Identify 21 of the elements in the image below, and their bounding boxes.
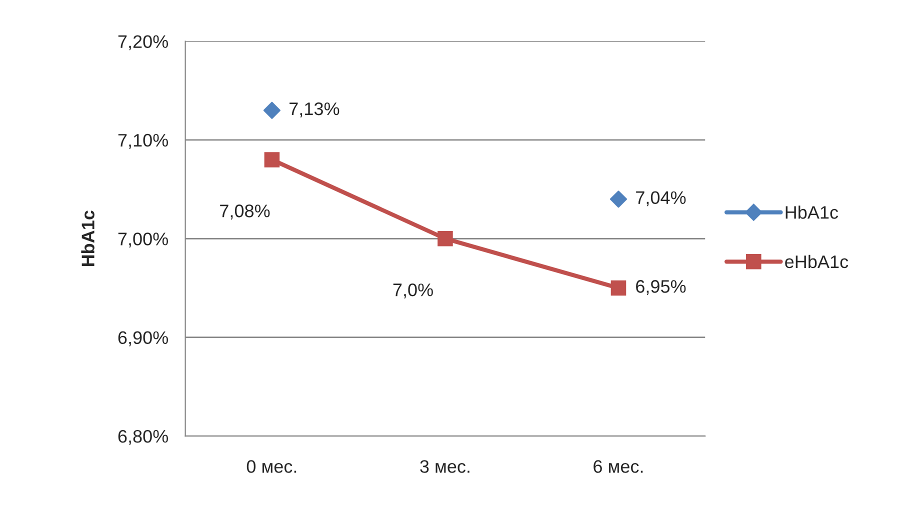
data-label: 7,13% [290, 102, 340, 118]
data-label: 7,0% [393, 283, 433, 298]
y-tick-label: 7,20% [118, 35, 168, 50]
data-label: 7,08% [220, 204, 270, 220]
y-tick-label: 6,80% [118, 430, 168, 445]
y-tick-label: 6,90% [118, 331, 168, 346]
point [263, 102, 281, 119]
y-tick-label: 7,10% [118, 134, 168, 149]
y-tick-label: 7,00% [118, 232, 168, 248]
x-tick-label: 0 мес. [246, 460, 296, 473]
x-tick-label: 3 мес. [420, 460, 470, 473]
point [610, 280, 626, 296]
point [438, 231, 453, 246]
x-tick-label: 6 мес. [594, 460, 643, 473]
y-axis-title: HbA1c [81, 210, 94, 266]
data-label: 7,04% [636, 191, 686, 206]
data-label: 6,95% [636, 280, 686, 295]
point [264, 152, 280, 168]
legend-label: HbA1c [786, 206, 838, 219]
legend-label: eHbA1c [785, 254, 848, 268]
point [610, 190, 628, 208]
